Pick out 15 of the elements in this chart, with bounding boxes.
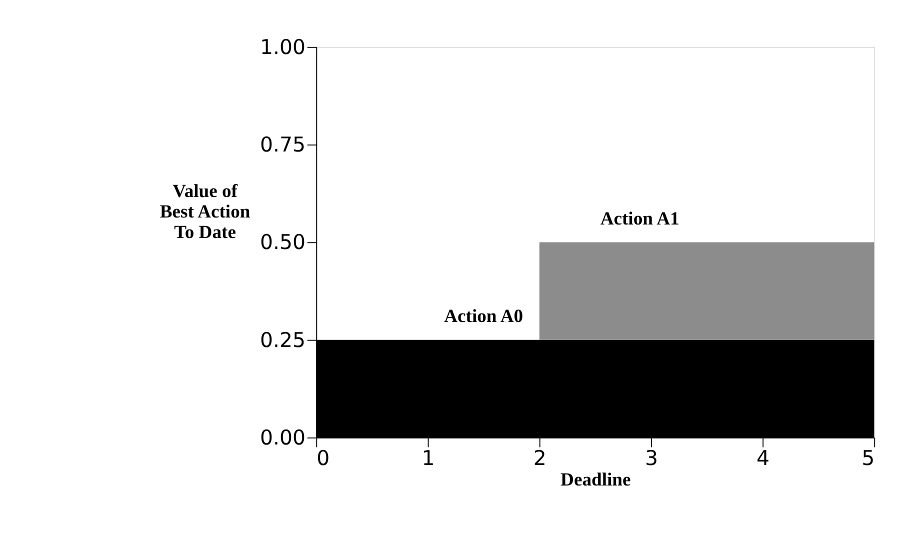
y-tick-label: 0.25 [260,328,306,352]
x-tick-label: 4 [756,446,770,470]
x-tick-label: 5 [862,446,875,470]
y-tick-label: 0.75 [260,132,306,157]
y-tick-label: 1.00 [260,34,306,59]
y-tick-label: 0.00 [260,425,306,450]
x-tick-label: 1 [422,446,435,470]
x-tick-label: 3 [644,446,658,470]
series-label: Action A0 [444,306,524,327]
y-tick-label: 0.50 [260,230,306,254]
y-axis-title: Value of Best Action To Date [160,181,251,244]
x-axis-title: Deadline [560,469,631,490]
x-tick-label: 0 [316,446,330,470]
x-tick-label: 2 [533,446,546,470]
series-label: Action A1 [600,208,680,230]
